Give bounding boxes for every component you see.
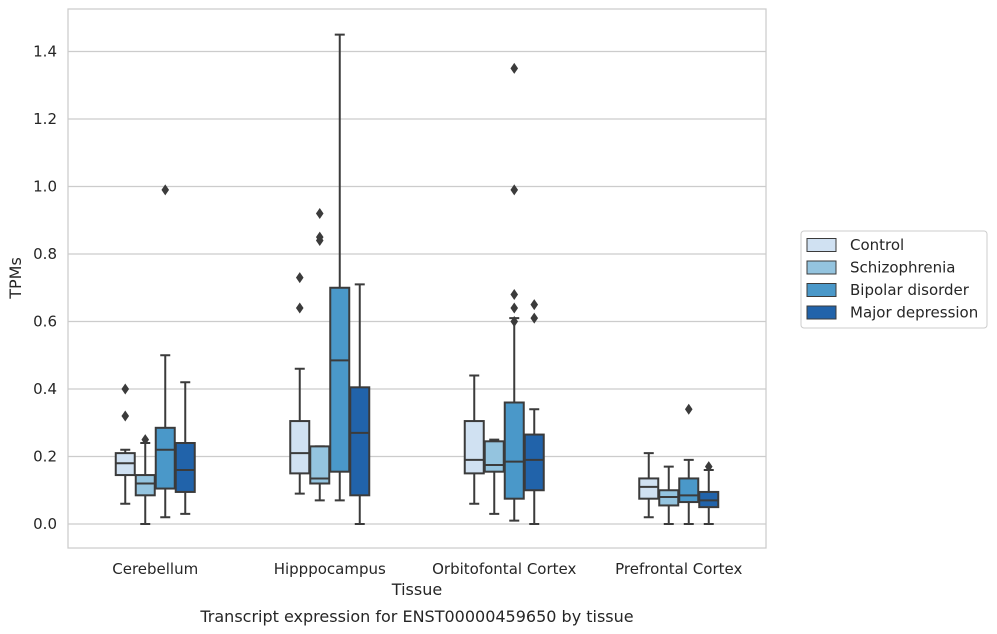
legend-swatch [806, 238, 837, 252]
x-axis-title: Tissue [391, 580, 442, 599]
outlier-point [315, 231, 324, 243]
x-tick-label: Hipppocampus [274, 560, 386, 578]
iqr-box [503, 401, 525, 500]
y-tick-label: 1.4 [33, 43, 57, 61]
legend-swatch [806, 260, 837, 275]
outlier-point [704, 461, 713, 473]
outlier-point [121, 383, 130, 395]
box-major-depression [349, 283, 371, 525]
iqr-box [523, 433, 545, 492]
legend-frame [800, 230, 988, 329]
iqr-box [154, 426, 176, 490]
box-major-depression [698, 461, 720, 525]
iqr-box [329, 286, 351, 473]
legend-label: Bipolar disorder [850, 281, 970, 299]
box-schizophrenia [658, 465, 680, 525]
outlier-point [530, 299, 539, 311]
outlier-point [684, 403, 693, 415]
box-major-depression [523, 299, 545, 525]
iqr-box [678, 477, 700, 504]
y-tick-labels: 0.0 0.2 0.4 0.6 0.8 1.0 1.2 1.4 [33, 43, 57, 534]
outlier-point [510, 316, 519, 327]
outlier-point [530, 312, 539, 324]
iqr-box [483, 440, 505, 473]
x-tick-labels: Cerebellum Hipppocampus Orbitofontal Corte… [112, 560, 742, 578]
box-bipolar-disorder [678, 403, 700, 525]
outlier-point [510, 289, 519, 300]
outlier-point [510, 302, 519, 314]
legend-label: Schizophrenia [850, 259, 955, 277]
y-tick-label: 0.6 [33, 313, 57, 331]
box-control [638, 452, 660, 519]
outlier-point [510, 62, 519, 74]
x-tick-label: Cerebellum [112, 560, 198, 578]
y-tick-label: 0.2 [33, 448, 57, 466]
box-schizophrenia [309, 208, 331, 502]
outlier-point [315, 208, 324, 219]
legend: Control Schizophrenia Bipolar disorder Majo… [800, 230, 988, 329]
legend-swatch [806, 283, 837, 297]
outlier-point [295, 272, 304, 284]
y-tick-label: 0.8 [33, 245, 57, 263]
iqr-box [638, 477, 660, 500]
outlier-point [161, 184, 170, 196]
chart-caption: Transcript expression for ENST0000045965… [199, 607, 633, 626]
iqr-box [463, 420, 485, 475]
iqr-box [289, 420, 311, 475]
legend-label: Major depression [850, 304, 978, 322]
x-tick-label: Orbitofontal Cortex [432, 560, 576, 578]
iqr-box [174, 442, 196, 493]
y-tick-label: 1.0 [33, 178, 57, 196]
box-major-depression [174, 381, 196, 515]
box-control [463, 374, 485, 505]
plot-frame [67, 8, 767, 549]
x-tick-label: Prefrontal Cortex [615, 560, 742, 578]
box-schizophrenia [483, 438, 505, 515]
iqr-box [134, 474, 156, 497]
box-bipolar-disorder [329, 33, 351, 502]
legend-label: Control [850, 236, 904, 254]
y-axis-title: TPMs [6, 257, 25, 300]
box-plot-series [114, 33, 720, 525]
outlier-point [295, 302, 304, 314]
iqr-box [349, 386, 371, 497]
outlier-point [141, 434, 150, 446]
outlier-point [121, 410, 130, 422]
y-tick-label: 0.0 [33, 515, 57, 533]
outlier-point [510, 184, 519, 196]
y-tick-label: 1.2 [33, 110, 57, 128]
box-bipolar-disorder [503, 62, 525, 522]
box-bipolar-disorder [154, 184, 176, 519]
box-control [289, 272, 311, 495]
legend-swatch [806, 305, 837, 320]
box-schizophrenia [134, 434, 156, 525]
box-control [114, 383, 136, 505]
y-tick-label: 0.4 [33, 380, 57, 398]
